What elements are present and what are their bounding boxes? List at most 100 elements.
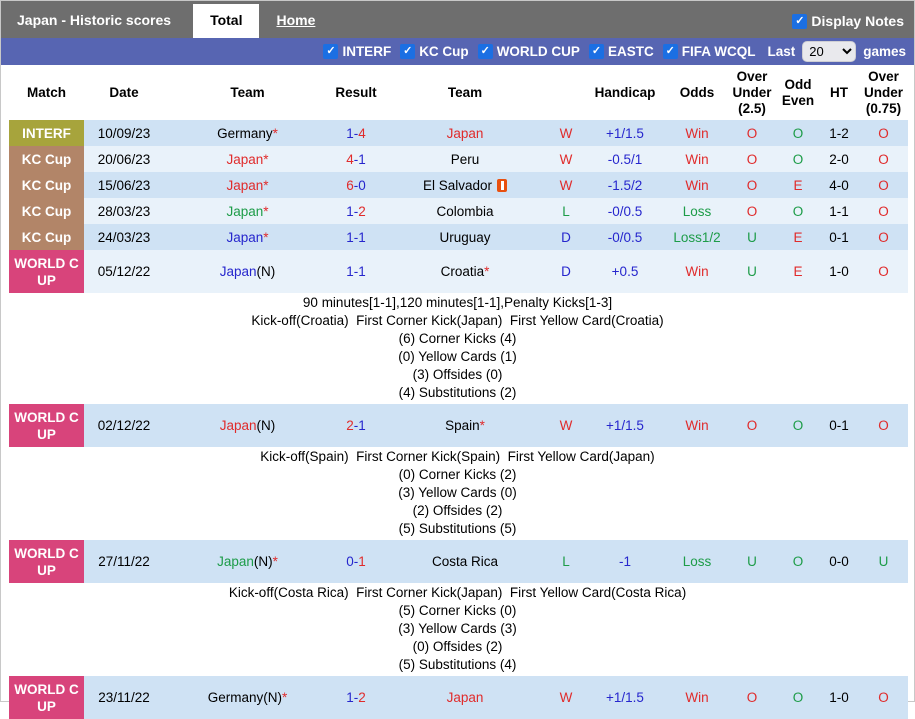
filter-interf-checkbox[interactable]: ✓ — [323, 44, 339, 59]
away-score: 1 — [358, 151, 366, 167]
note-line: Kick-off(Croatia) First Corner Kick(Japa… — [251, 313, 664, 328]
filter-world-cup-label: WORLD CUP — [496, 44, 580, 59]
cell-odds: Loss1/2 — [667, 224, 727, 250]
score-dash: - — [353, 690, 359, 705]
cell-date: 05/12/22 — [84, 250, 164, 293]
score-dash: - — [353, 554, 359, 569]
cell-date: 27/11/22 — [84, 540, 164, 583]
filter-eastc-checkbox[interactable]: ✓ — [588, 44, 604, 59]
filter-kc-cup-checkbox[interactable]: ✓ — [400, 44, 416, 59]
cell-handicap: -0/0.5 — [583, 224, 667, 250]
cell-wdl: D — [549, 224, 583, 250]
filter-eastc: ✓ EASTC — [588, 44, 654, 59]
filter-interf-label: INTERF — [342, 44, 392, 59]
note-line: (5) Substitutions (5) — [398, 521, 517, 536]
cell-handicap: -1.5/2 — [583, 172, 667, 198]
scores-table: Match Date Team Result Team Handicap Odds Over … — [9, 65, 908, 719]
note-line: (5) Substitutions (4) — [398, 657, 517, 672]
table-body: INTERF 10/09/23 Germany * 1-4 Japan W +1/1.5 Win… — [9, 120, 908, 719]
column-header-match: Match — [26, 85, 66, 100]
team-name: Japan — [226, 151, 264, 167]
column-header-date: Date — [109, 85, 139, 100]
home-star: * — [263, 229, 269, 245]
note-line: (0) Yellow Cards (1) — [398, 349, 517, 364]
cell-home-team: Japan * — [164, 198, 331, 224]
games-count-select[interactable]: 20 — [802, 41, 857, 62]
team-suffix: (N) — [256, 418, 276, 433]
cell-over-under-2-5: U — [727, 540, 777, 583]
cell-date: 10/09/23 — [84, 120, 164, 146]
note-line: (3) Yellow Cards (0) — [398, 485, 517, 500]
cell-odd-even: O — [777, 198, 819, 224]
competition-label: WORLD CUP — [9, 676, 84, 719]
home-star: * — [263, 151, 269, 167]
column-header-odd-even: Odd Even — [781, 77, 815, 108]
column-header-handicap: Handicap — [594, 85, 656, 100]
competition-label: KC Cup — [9, 172, 84, 198]
cell-odd-even: O — [777, 120, 819, 146]
cell-result-score: 1-1 — [331, 224, 381, 250]
match-notes: 90 minutes[1-1],120 minutes[1-1],Penalty… — [9, 293, 906, 404]
team-name: Colombia — [436, 203, 494, 219]
cell-over-under-2-5: O — [727, 172, 777, 198]
cell-ht: 4-0 — [819, 172, 859, 198]
column-header-odds: Odds — [679, 85, 715, 100]
match-notes: Kick-off(Costa Rica) First Corner Kick(J… — [9, 583, 906, 676]
cell-odd-even: O — [777, 676, 819, 719]
score-dash: - — [353, 418, 359, 433]
filter-world-cup-checkbox[interactable]: ✓ — [477, 44, 493, 59]
cell-odds: Win — [667, 172, 727, 198]
cell-ht: 2-0 — [819, 146, 859, 172]
cell-result-score: 1-4 — [331, 120, 381, 146]
team-name: El Salvador — [422, 177, 493, 193]
away-score: 0 — [358, 177, 366, 193]
cell-wdl: L — [549, 540, 583, 583]
cell-result-score: 6-0 — [331, 172, 381, 198]
cell-over-under-2-5: O — [727, 676, 777, 719]
red-card-icon — [497, 178, 508, 192]
cell-odds: Win — [667, 120, 727, 146]
home-score: 1 — [346, 125, 354, 141]
home-star: * — [282, 690, 288, 705]
cell-wdl: L — [549, 198, 583, 224]
column-header-team: Team — [230, 85, 265, 100]
cell-ht: 0-1 — [819, 404, 859, 447]
competition-label: WORLD CUP — [9, 540, 84, 583]
team-name: Japan — [219, 264, 257, 279]
cell-wdl: W — [549, 172, 583, 198]
cell-over-under-2-5: O — [727, 120, 777, 146]
cell-handicap: -0/0.5 — [583, 198, 667, 224]
team-name: Japan — [226, 177, 264, 193]
away-score: 1 — [358, 264, 366, 279]
page-title: Japan - Historic scores — [17, 12, 172, 28]
home-score: 1 — [346, 229, 354, 245]
cell-date: 24/03/23 — [84, 224, 164, 250]
cell-home-team: Japan (N) — [164, 250, 331, 293]
cell-over-under-0-75: O — [859, 250, 908, 293]
score-dash: - — [353, 177, 359, 193]
column-header-result: Result — [335, 85, 377, 100]
cell-result-score: 2-1 — [331, 404, 381, 447]
cell-over-under-2-5: U — [727, 250, 777, 293]
cell-home-team: Japan * — [164, 146, 331, 172]
filter-fifa-wcql-checkbox[interactable]: ✓ — [662, 44, 678, 59]
away-score: 1 — [358, 229, 366, 245]
note-line: (0) Offsides (2) — [412, 639, 503, 654]
match-row: WORLD CUP 02/12/22 Japan (N) 2-1 Spain * W +1/1.… — [9, 404, 908, 447]
cell-ht: 1-0 — [819, 676, 859, 719]
cell-away-team: Japan — [381, 120, 549, 146]
cell-odd-even: O — [777, 146, 819, 172]
note-line: Kick-off(Costa Rica) First Corner Kick(J… — [228, 585, 687, 600]
team-name: Japan — [217, 554, 254, 569]
tab-home[interactable]: Home — [259, 4, 332, 38]
display-notes-checkbox[interactable]: ✓ — [792, 13, 808, 29]
cell-over-under-2-5: O — [727, 404, 777, 447]
column-header-over-under-2-5: Over Under (2.5) — [732, 69, 772, 116]
filterbar: ✓ INTERF ✓ KC Cup ✓ WORLD CUP ✓ EASTC ✓ FIFA WCQL… — [1, 38, 914, 65]
games-label: games — [863, 44, 906, 59]
last-label: Last — [767, 44, 796, 59]
match-row: KC Cup 15/06/23 Japan * 6-0 El Salvador W -1.5/… — [9, 172, 908, 198]
note-line: (5) Corner Kicks (0) — [398, 603, 517, 618]
filter-world-cup: ✓ WORLD CUP — [477, 44, 580, 59]
tab-total[interactable]: Total — [193, 4, 260, 38]
